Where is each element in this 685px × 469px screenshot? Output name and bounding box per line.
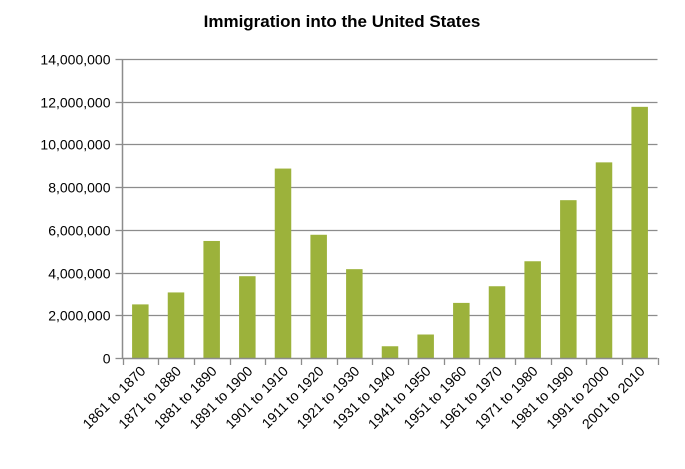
bar xyxy=(453,302,470,358)
bar xyxy=(132,304,149,358)
y-tick-label: 10,000,000 xyxy=(40,137,110,153)
bar xyxy=(524,261,541,358)
bar xyxy=(560,200,577,358)
bar xyxy=(595,162,613,358)
bar xyxy=(488,286,506,358)
y-tick-label: 2,000,000 xyxy=(48,308,110,324)
bar xyxy=(381,346,399,358)
gridlines xyxy=(122,58,658,317)
y-tick-label: 6,000,000 xyxy=(48,223,110,239)
y-tick-label: 4,000,000 xyxy=(48,266,110,282)
bar xyxy=(203,240,220,358)
bar xyxy=(417,334,434,358)
y-tick-label: 12,000,000 xyxy=(40,95,110,111)
chart-title: Immigration into the United States xyxy=(204,12,481,31)
bar xyxy=(310,234,327,358)
bar xyxy=(346,269,363,358)
x-tick-label: 2001 to 2010 xyxy=(579,363,648,432)
bars xyxy=(132,106,648,358)
y-tick-label: 8,000,000 xyxy=(48,180,110,196)
bar xyxy=(631,106,648,358)
bar xyxy=(239,276,256,358)
y-axis-ticks: 0 2,000,000 4,000,000 6,000,000 8,000,000 10,… xyxy=(40,52,123,367)
bar xyxy=(167,292,185,358)
y-tick-label: 14,000,000 xyxy=(40,52,110,68)
y-tick-label: 0 xyxy=(103,351,111,367)
bar xyxy=(274,168,292,358)
axes xyxy=(121,59,658,360)
